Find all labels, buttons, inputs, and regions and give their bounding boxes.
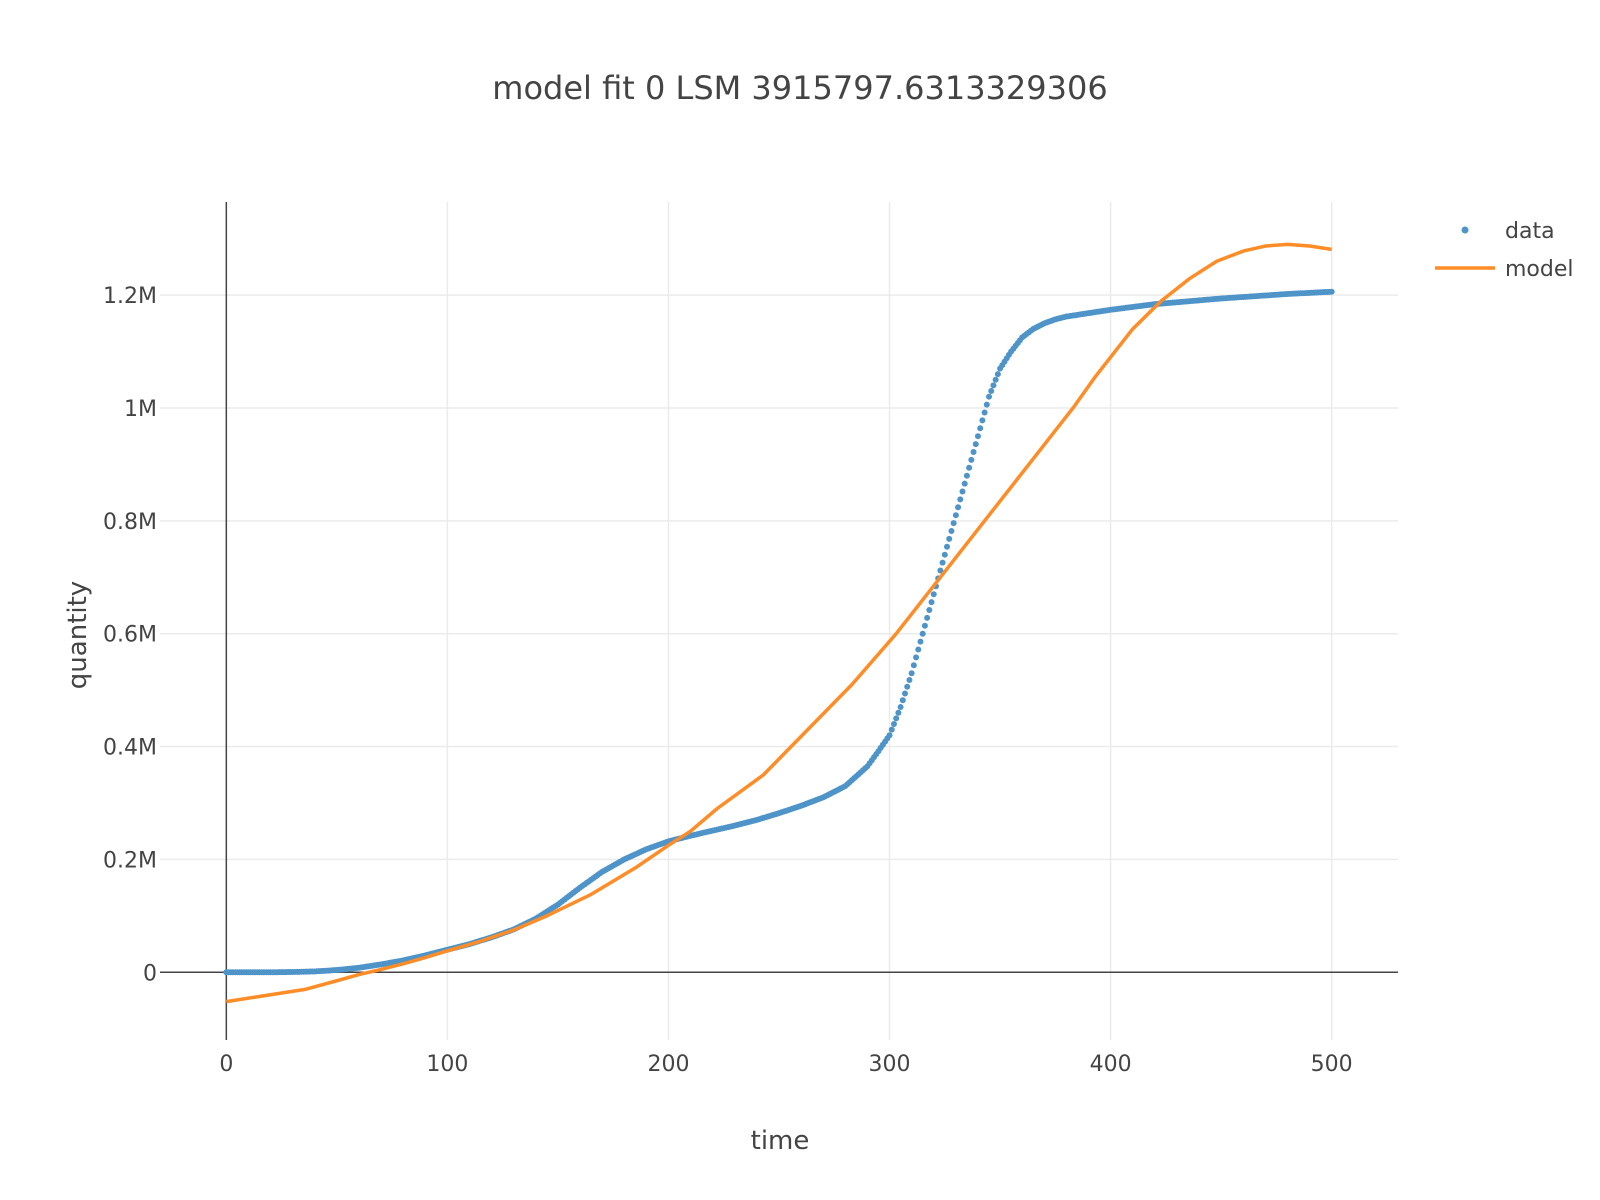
legend-marker-data bbox=[1461, 226, 1469, 234]
legend-label-data: data bbox=[1505, 219, 1555, 244]
y-axis-title: quantity bbox=[63, 581, 93, 689]
y-tick-label: 0.2M bbox=[103, 848, 157, 873]
data-point bbox=[966, 464, 973, 471]
tick-labels: 0 100 200 300 400 500 0 0.2M 0.4M 0.6M 0.8M 1M 1.2M bbox=[103, 284, 1353, 1077]
data-point bbox=[955, 504, 962, 511]
data-point bbox=[897, 704, 904, 711]
data-point bbox=[970, 448, 977, 455]
data-point bbox=[981, 409, 988, 416]
data-point bbox=[944, 543, 951, 550]
x-tick-label: 100 bbox=[426, 1052, 468, 1077]
x-axis-title: time bbox=[751, 1126, 810, 1156]
data-point bbox=[886, 732, 893, 739]
data-point bbox=[983, 401, 990, 408]
data-point bbox=[948, 527, 955, 534]
data-point bbox=[961, 480, 968, 487]
data-point bbox=[893, 715, 900, 722]
data-point bbox=[952, 512, 959, 519]
gridlines bbox=[160, 202, 1398, 1040]
data-point bbox=[902, 690, 909, 697]
data-point bbox=[939, 559, 946, 566]
y-tick-label: 1M bbox=[124, 397, 157, 422]
series-model-line bbox=[226, 242, 1332, 1004]
data-point bbox=[908, 670, 915, 677]
x-tick-label: 500 bbox=[1311, 1052, 1353, 1077]
series-layer bbox=[223, 242, 1335, 1004]
data-point bbox=[946, 535, 953, 542]
chart-title: model fit 0 LSM 3915797.6313329306 bbox=[492, 69, 1107, 107]
x-tick-label: 200 bbox=[647, 1052, 689, 1077]
data-point bbox=[917, 638, 924, 645]
data-point bbox=[977, 425, 984, 432]
data-point bbox=[988, 388, 995, 395]
series-data bbox=[223, 288, 1335, 976]
x-tick-label: 400 bbox=[1090, 1052, 1132, 1077]
data-point bbox=[888, 726, 895, 733]
data-point bbox=[957, 496, 964, 503]
data-point bbox=[974, 433, 981, 440]
data-point bbox=[926, 607, 933, 613]
data-point bbox=[921, 622, 928, 629]
data-point bbox=[899, 697, 906, 704]
data-point bbox=[890, 720, 897, 727]
data-point bbox=[895, 709, 902, 716]
data-point bbox=[994, 371, 1001, 378]
legend-item-data[interactable]: data bbox=[1461, 219, 1555, 244]
data-point bbox=[937, 567, 944, 574]
data-point bbox=[919, 630, 926, 637]
data-point bbox=[992, 376, 999, 383]
y-tick-label: 0.4M bbox=[103, 736, 157, 761]
data-point bbox=[904, 683, 911, 690]
legend[interactable]: data model bbox=[1435, 219, 1574, 282]
data-point bbox=[910, 662, 917, 669]
data-point bbox=[990, 382, 997, 389]
y-tick-label: 0 bbox=[143, 961, 157, 986]
data-point bbox=[928, 599, 935, 606]
data-point bbox=[972, 441, 979, 448]
x-tick-label: 300 bbox=[869, 1052, 911, 1077]
data-point bbox=[941, 551, 948, 558]
data-point bbox=[924, 614, 931, 621]
y-tick-label: 1.2M bbox=[103, 284, 157, 309]
legend-item-model[interactable]: model bbox=[1435, 257, 1574, 282]
y-tick-label: 0.6M bbox=[103, 623, 157, 648]
data-point bbox=[950, 520, 957, 527]
data-point bbox=[913, 654, 920, 661]
data-point bbox=[959, 488, 966, 495]
data-point bbox=[906, 676, 913, 683]
data-point bbox=[930, 591, 937, 598]
axes bbox=[160, 202, 1398, 1040]
data-point bbox=[963, 472, 970, 479]
y-tick-label: 0.8M bbox=[103, 510, 157, 535]
data-point bbox=[1328, 288, 1335, 295]
data-point bbox=[968, 456, 975, 463]
data-point bbox=[979, 417, 986, 424]
x-tick-label: 0 bbox=[219, 1052, 233, 1077]
legend-label-model: model bbox=[1505, 257, 1574, 282]
data-point bbox=[915, 646, 922, 653]
data-point bbox=[986, 393, 993, 400]
